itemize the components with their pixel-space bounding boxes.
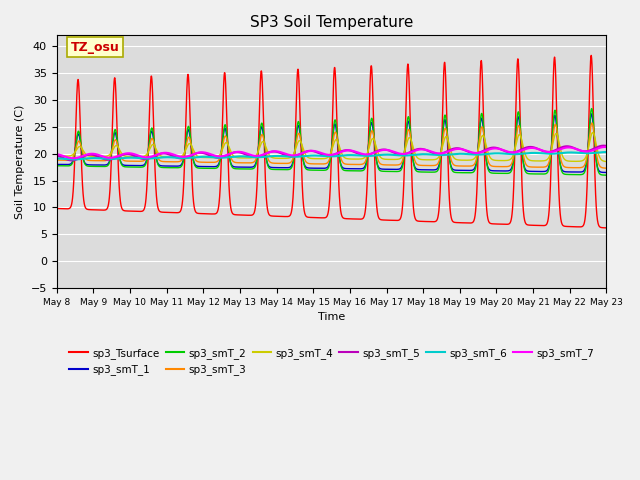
sp3_Tsurface xyxy=(602,225,610,231)
Line: sp3_smT_5: sp3_smT_5 xyxy=(57,145,607,160)
sp3_smT_5 xyxy=(68,157,76,163)
sp3_smT_4 xyxy=(206,155,214,160)
Title: SP3 Soil Temperature: SP3 Soil Temperature xyxy=(250,15,413,30)
Line: sp3_Tsurface: sp3_Tsurface xyxy=(57,55,607,228)
sp3_smT_3 xyxy=(385,162,393,168)
sp3_smT_6 xyxy=(70,156,78,162)
sp3_Tsurface xyxy=(395,217,403,223)
sp3_smT_2 xyxy=(602,172,610,178)
sp3_smT_3 xyxy=(550,124,558,130)
sp3_smT_7 xyxy=(385,147,393,153)
sp3_smT_2 xyxy=(385,168,393,174)
sp3_smT_4 xyxy=(171,155,179,160)
sp3_smT_6 xyxy=(395,153,403,158)
sp3_Tsurface xyxy=(603,225,611,231)
Line: sp3_smT_2: sp3_smT_2 xyxy=(57,108,607,175)
sp3_smT_1 xyxy=(395,166,403,172)
sp3_Tsurface xyxy=(171,210,179,216)
sp3_smT_2 xyxy=(588,106,595,111)
Line: sp3_smT_3: sp3_smT_3 xyxy=(57,123,607,168)
sp3_smT_5 xyxy=(207,153,214,158)
sp3_smT_7 xyxy=(550,148,558,154)
sp3_smT_3 xyxy=(206,159,214,165)
sp3_smT_5 xyxy=(171,154,179,160)
Line: sp3_smT_4: sp3_smT_4 xyxy=(57,132,607,162)
sp3_smT_2 xyxy=(395,168,403,174)
sp3_smT_1 xyxy=(588,111,595,117)
sp3_smT_1 xyxy=(602,169,610,175)
sp3_smT_2 xyxy=(171,165,179,171)
sp3_smT_5 xyxy=(53,153,61,158)
sp3_smT_2 xyxy=(206,166,214,171)
sp3_smT_3 xyxy=(171,159,179,165)
sp3_smT_5 xyxy=(385,148,393,154)
sp3_smT_2 xyxy=(603,172,611,178)
sp3_smT_7 xyxy=(395,151,403,156)
Line: sp3_smT_7: sp3_smT_7 xyxy=(57,147,607,158)
sp3_smT_7 xyxy=(171,152,179,158)
sp3_smT_6 xyxy=(207,154,214,160)
sp3_smT_4 xyxy=(602,159,610,165)
sp3_Tsurface xyxy=(588,52,595,58)
sp3_smT_7 xyxy=(70,156,77,161)
sp3_Tsurface xyxy=(53,205,61,211)
sp3_smT_1 xyxy=(206,164,214,169)
sp3_smT_7 xyxy=(602,144,610,150)
sp3_smT_2 xyxy=(550,110,558,116)
sp3_smT_1 xyxy=(550,114,558,120)
sp3_smT_5 xyxy=(602,143,610,149)
Text: TZ_osu: TZ_osu xyxy=(70,40,119,53)
sp3_smT_6 xyxy=(603,149,611,155)
sp3_smT_7 xyxy=(207,151,214,157)
sp3_smT_3 xyxy=(602,165,610,171)
sp3_smT_7 xyxy=(601,144,609,150)
sp3_smT_1 xyxy=(603,169,611,175)
sp3_smT_5 xyxy=(600,143,607,148)
sp3_smT_1 xyxy=(385,167,393,172)
Legend: sp3_Tsurface, sp3_smT_1, sp3_smT_2, sp3_smT_3, sp3_smT_4, sp3_smT_5, sp3_smT_6, : sp3_Tsurface, sp3_smT_1, sp3_smT_2, sp3_… xyxy=(65,344,598,379)
Y-axis label: Soil Temperature (C): Soil Temperature (C) xyxy=(15,105,25,219)
sp3_smT_4 xyxy=(395,156,403,162)
sp3_smT_2 xyxy=(53,163,61,168)
sp3_smT_3 xyxy=(603,165,611,171)
sp3_smT_6 xyxy=(53,156,61,161)
sp3_smT_7 xyxy=(603,144,611,150)
sp3_smT_3 xyxy=(588,120,596,126)
sp3_smT_6 xyxy=(550,151,558,156)
sp3_smT_6 xyxy=(602,149,610,155)
sp3_smT_4 xyxy=(589,130,596,135)
sp3_smT_6 xyxy=(171,155,179,160)
sp3_smT_1 xyxy=(53,162,61,168)
sp3_smT_4 xyxy=(603,159,611,165)
sp3_smT_4 xyxy=(385,156,393,162)
sp3_smT_5 xyxy=(550,148,558,154)
sp3_smT_4 xyxy=(550,134,558,140)
sp3_smT_7 xyxy=(53,151,61,157)
sp3_smT_1 xyxy=(171,163,179,169)
Line: sp3_smT_6: sp3_smT_6 xyxy=(57,152,607,159)
sp3_Tsurface xyxy=(385,217,393,223)
sp3_Tsurface xyxy=(550,56,558,61)
X-axis label: Time: Time xyxy=(318,312,345,323)
sp3_smT_6 xyxy=(385,152,393,157)
Line: sp3_smT_1: sp3_smT_1 xyxy=(57,114,607,172)
sp3_smT_5 xyxy=(395,151,403,157)
sp3_smT_3 xyxy=(395,162,403,168)
sp3_Tsurface xyxy=(206,211,214,217)
sp3_smT_4 xyxy=(53,153,61,159)
sp3_smT_5 xyxy=(603,143,611,149)
sp3_smT_3 xyxy=(53,157,61,163)
